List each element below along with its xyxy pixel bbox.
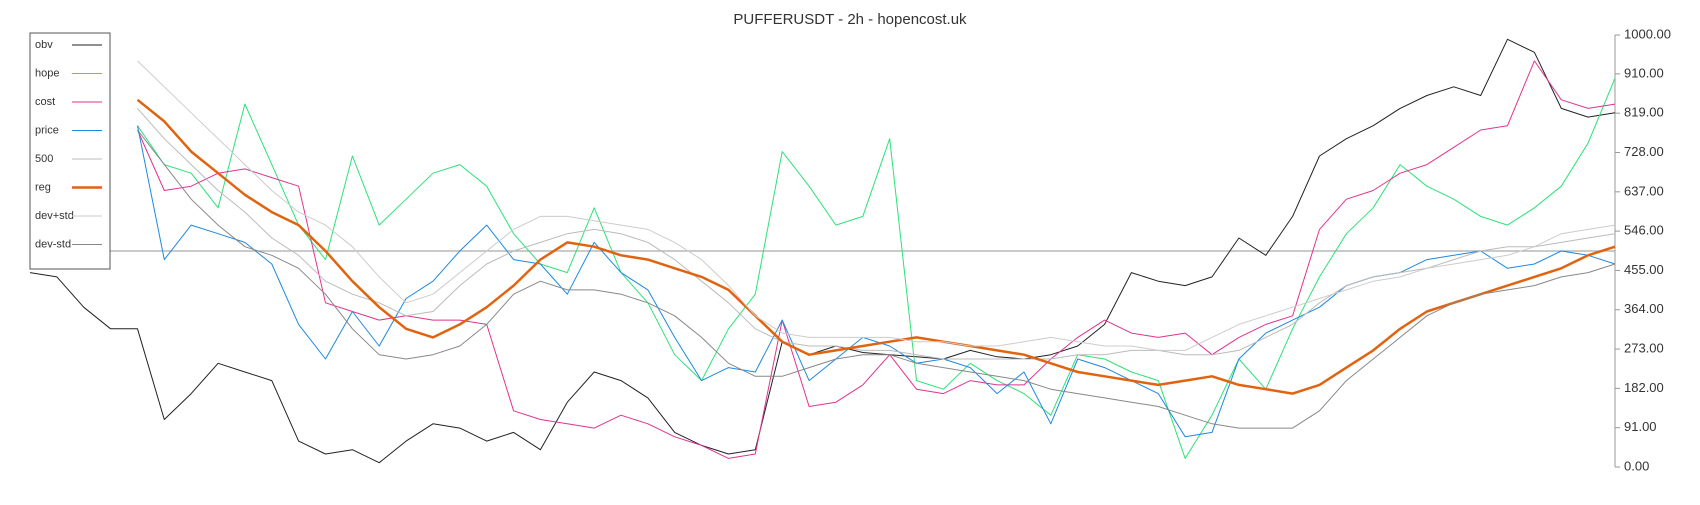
y-tick-label: 546.00 <box>1624 223 1664 238</box>
y-tick-label: 910.00 <box>1624 65 1664 80</box>
legend-label: 500 <box>35 153 53 165</box>
y-tick-label: 728.00 <box>1624 144 1664 159</box>
legend-label: price <box>35 124 59 136</box>
legend-label: hope <box>35 67 59 79</box>
y-tick-label: 455.00 <box>1624 262 1664 277</box>
legend-label: dev-std <box>35 238 71 250</box>
y-tick-label: 273.00 <box>1624 341 1664 356</box>
y-tick-label: 364.00 <box>1624 301 1664 316</box>
y-tick-label: 637.00 <box>1624 183 1664 198</box>
legend-label: dev+std <box>35 210 74 222</box>
series-line <box>137 129 1616 429</box>
series-line <box>29 38 1616 464</box>
legend-label: reg <box>35 181 51 193</box>
series-line <box>137 108 1616 360</box>
legend-label: obv <box>35 39 53 51</box>
series-line <box>137 60 1616 459</box>
y-tick-label: 1000.00 <box>1624 26 1671 41</box>
y-tick-label: 0.00 <box>1624 458 1649 473</box>
y-tick-label: 182.00 <box>1624 380 1664 395</box>
series-line <box>136 98 1616 395</box>
chart-title: PUFFERUSDT - 2h - hopencost.uk <box>733 11 967 28</box>
legend-label: cost <box>35 96 55 108</box>
series-line <box>137 60 1616 351</box>
series-line <box>137 78 1616 459</box>
y-tick-label: 819.00 <box>1624 105 1664 120</box>
y-tick-label: 91.00 <box>1624 419 1657 434</box>
legend-box <box>29 32 111 270</box>
